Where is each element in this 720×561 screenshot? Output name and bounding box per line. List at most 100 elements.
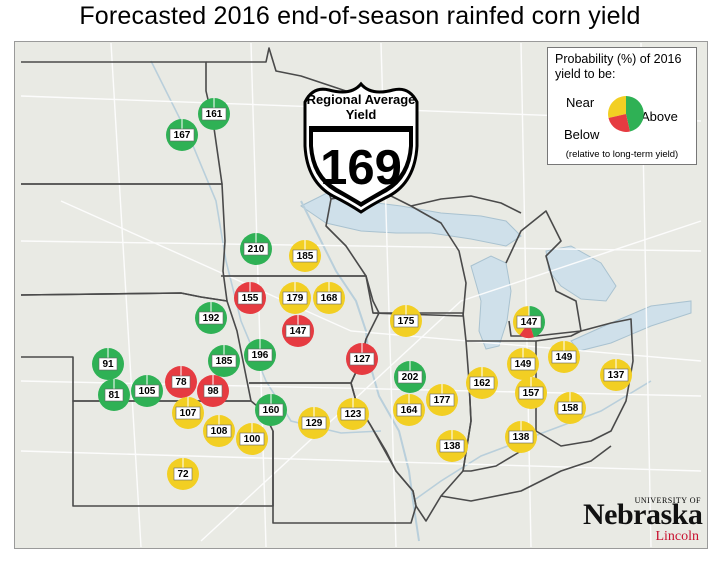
yield-site-marker[interactable]: 72	[167, 458, 199, 490]
yield-site-marker[interactable]: 196	[244, 339, 276, 371]
yield-site-marker[interactable]: 98	[197, 375, 229, 407]
yield-site-marker[interactable]: 185	[289, 240, 321, 272]
yield-site-marker[interactable]: 147	[282, 315, 314, 347]
yield-site-marker[interactable]: 164	[393, 394, 425, 426]
site-yield-label: 192	[203, 313, 220, 324]
site-yield-label: 175	[398, 316, 415, 327]
ohio-border	[535, 318, 634, 447]
yield-site-marker[interactable]: 160	[255, 394, 287, 426]
site-yield-label: 202	[402, 372, 419, 383]
yield-site-marker[interactable]: 100	[236, 423, 268, 455]
yield-site-marker[interactable]: 155	[234, 282, 266, 314]
yield-site-marker[interactable]: 105	[131, 375, 163, 407]
yield-site-marker[interactable]: 108	[203, 415, 235, 447]
site-label-box	[516, 315, 542, 329]
yield-site-marker[interactable]: 179	[279, 282, 311, 314]
site-yield-label: 105	[139, 386, 156, 397]
yield-site-marker[interactable]: 129	[298, 407, 330, 439]
site-label-box	[206, 424, 232, 438]
site-label-box	[98, 357, 118, 371]
site-label-box	[340, 407, 366, 421]
site-yield-label: 100	[244, 434, 261, 445]
yield-site-marker[interactable]: 162	[466, 367, 498, 399]
kentucky-border	[440, 445, 612, 502]
yield-site-marker[interactable]: 210	[240, 233, 272, 265]
site-label-box	[397, 370, 423, 384]
site-label-box	[603, 368, 629, 382]
yield-site-marker[interactable]: 137	[600, 359, 632, 391]
site-yield-label: 149	[515, 359, 532, 370]
yield-site-marker[interactable]: 81	[98, 379, 130, 411]
site-label-box	[134, 384, 160, 398]
site-pie-below	[519, 322, 534, 338]
yield-site-marker[interactable]: 202	[394, 361, 426, 393]
site-yield-label: 185	[297, 251, 314, 262]
site-label-box	[237, 291, 263, 305]
site-yield-label: 179	[287, 293, 304, 304]
illinois-border	[350, 312, 472, 522]
yield-site-marker[interactable]: 161	[198, 98, 230, 130]
site-yield-label: 137	[608, 370, 625, 381]
site-label-box	[282, 291, 308, 305]
site-label-box	[211, 354, 237, 368]
site-label-box	[104, 388, 124, 402]
logo-nebraska-text: Nebraska	[583, 498, 703, 531]
site-yield-label: 149	[556, 352, 573, 363]
logo-lincoln-text: Lincoln	[655, 529, 699, 544]
yield-site-marker[interactable]: 147	[513, 306, 546, 338]
yield-site-marker[interactable]: 107	[172, 397, 204, 429]
yield-site-marker[interactable]: 149	[507, 348, 539, 380]
site-label-box	[175, 406, 201, 420]
legend-pie	[608, 96, 644, 132]
yield-site-marker[interactable]: 168	[313, 282, 345, 314]
logo-university-text: UNIVERSITY OF	[634, 496, 701, 505]
site-label-box	[518, 386, 544, 400]
yield-site-marker[interactable]: 192	[195, 302, 227, 334]
yield-site-marker[interactable]: 157	[515, 377, 547, 409]
yield-site-marker[interactable]: 127	[346, 343, 378, 375]
yield-site-marker[interactable]: 138	[505, 421, 537, 453]
yield-site-marker[interactable]: 78	[165, 366, 197, 398]
site-yield-label: 157	[523, 388, 540, 399]
site-label-box	[239, 432, 265, 446]
site-label-box	[508, 430, 534, 444]
lake-michigan	[470, 255, 512, 350]
site-yield-label: 177	[434, 395, 451, 406]
yield-site-marker[interactable]: 158	[554, 392, 586, 424]
legend-title: Probability (%) of 2016 yield to be:	[555, 52, 681, 82]
site-label-box	[292, 249, 318, 263]
map-frame[interactable]: 167 161 210 185 155 179 168 192 147 175 147 91 185 19…	[14, 41, 708, 549]
yield-site-marker[interactable]: 177	[426, 384, 458, 416]
shield-heading-line1: Regional Average	[307, 92, 416, 107]
yield-site-marker[interactable]: 123	[337, 398, 369, 430]
site-yield-label: 185	[216, 356, 233, 367]
site-label-box	[243, 242, 269, 256]
yield-site-marker[interactable]: 138	[436, 430, 468, 462]
yield-site-marker[interactable]: 167	[166, 119, 198, 151]
site-yield-label: 167	[174, 130, 191, 141]
nebraska-border	[20, 292, 252, 402]
site-yield-label: 210	[248, 244, 265, 255]
site-label-box	[169, 128, 195, 142]
site-yield-label: 91	[102, 359, 114, 370]
site-yield-label: 138	[444, 441, 461, 452]
site-label-box	[203, 384, 223, 398]
yield-site-marker[interactable]: 185	[208, 345, 240, 377]
site-yield-label: 108	[211, 426, 228, 437]
site-yield-label: 123	[345, 409, 362, 420]
site-yield-label: 158	[562, 403, 579, 414]
site-yield-label: 129	[306, 418, 323, 429]
legend: Probability (%) of 2016 yield to be: Nea…	[547, 47, 697, 165]
site-label-box	[285, 324, 311, 338]
site-yield-label: 168	[321, 293, 338, 304]
regional-average-shield: Regional Average Yield 169	[303, 81, 419, 214]
yield-site-marker[interactable]: 149	[548, 341, 580, 373]
site-yield-label: 78	[175, 377, 187, 388]
yield-site-marker[interactable]: 91	[92, 348, 124, 380]
yield-site-marker[interactable]: 175	[390, 305, 422, 337]
site-yield-label: 155	[242, 293, 259, 304]
sites-layer: 167 161 210 185 155 179 168 192 147 175 147 91 185 19…	[92, 98, 632, 490]
site-label-box	[396, 403, 422, 417]
site-label-box	[258, 403, 284, 417]
site-label-box	[171, 375, 191, 389]
